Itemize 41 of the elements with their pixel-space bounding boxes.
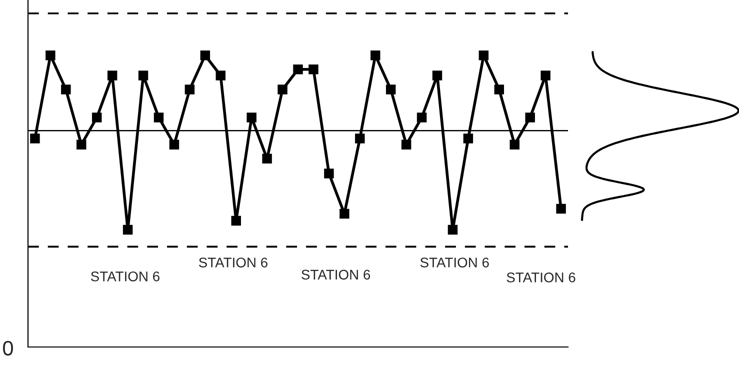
point (556, 204, 566, 214)
annotation: STATION 6 (198, 258, 268, 268)
point (386, 84, 396, 94)
point (432, 70, 442, 80)
point (448, 224, 458, 235)
point (278, 84, 288, 94)
point (540, 70, 550, 80)
text: 0 (3, 340, 13, 356)
point (308, 64, 318, 74)
point (107, 70, 118, 80)
point (416, 112, 427, 122)
point (216, 70, 226, 80)
point (401, 140, 412, 150)
point (184, 84, 195, 94)
point (324, 168, 334, 178)
point (46, 50, 56, 60)
point (340, 208, 350, 219)
point (231, 216, 241, 226)
point (262, 154, 272, 164)
point (92, 112, 102, 122)
point (293, 64, 303, 74)
point (154, 112, 164, 122)
point (200, 50, 210, 60)
point (463, 134, 474, 144)
point (61, 84, 71, 94)
annotation: STATION 6 (302, 270, 370, 280)
annotation: STATION 6 (420, 258, 489, 268)
point (355, 134, 365, 144)
point (122, 224, 133, 235)
point (478, 50, 489, 60)
point (169, 140, 180, 150)
point (76, 140, 86, 150)
point (138, 70, 148, 80)
annotation: STATION 6 (90, 271, 160, 282)
point (30, 134, 40, 144)
point (494, 84, 504, 94)
point (525, 112, 535, 122)
point (370, 50, 380, 60)
point (510, 140, 520, 150)
point (246, 112, 256, 122)
annotation: STATION 6 (506, 272, 576, 282)
